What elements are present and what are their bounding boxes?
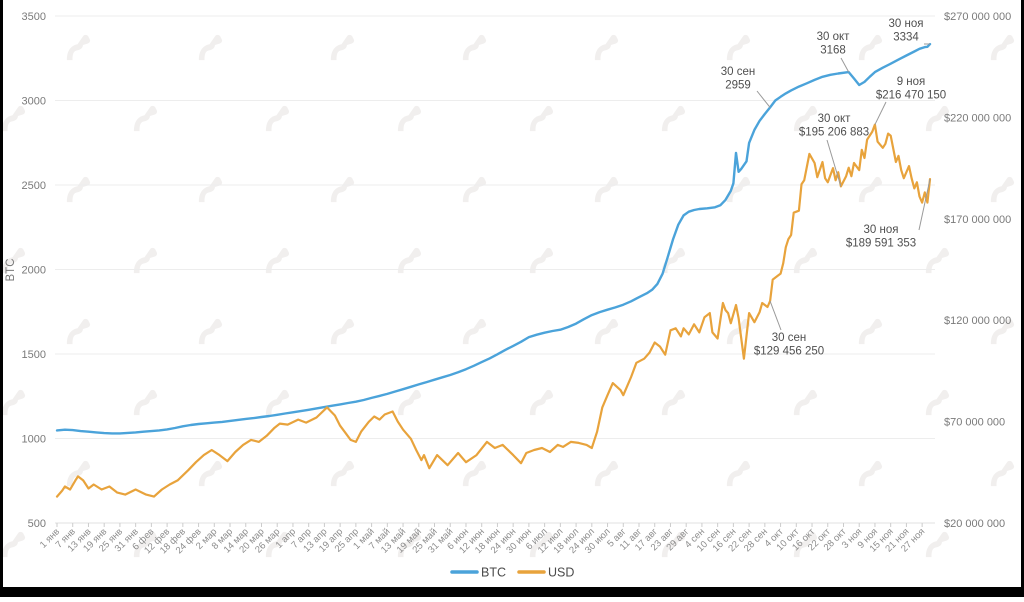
annotation-text: 30 сен [721,66,755,78]
forklog-arm-logo [727,461,750,486]
forklog-arm-logo [991,461,1014,486]
forklog-arm-logo [331,319,354,344]
annotation-text: $129 456 250 [754,346,824,358]
annotation-text: 30 ноя [889,18,924,30]
annotation-btc: 30 окт 3168 [817,31,851,72]
forklog-arm-logo [595,319,618,344]
forklog-arm-logo [463,319,486,344]
letterbox-left-bar [0,0,3,597]
forklog-arm-logo [530,390,553,415]
right-axis-tick-label: $170 000 000 [944,214,1011,226]
annotation-text: 30 окт [817,31,851,43]
forklog-arm-logo [266,390,289,415]
forklog-arm-logo [67,461,90,486]
left-axis-title: BTC [5,259,17,282]
forklog-arm-logo [859,177,882,202]
left-axis-tick-label: 500 [28,518,46,530]
forklog-arm-logo [67,177,90,202]
right-axis-tick-label: $70 000 000 [944,417,1005,429]
annotation-text: 9 ноя [897,76,926,88]
forklog-arm-logo [398,390,421,415]
annotation-leader-line [841,58,849,72]
forklog-arm-logo [595,35,618,60]
forklog-arm-logo [991,35,1014,60]
left-axis-tick-label: 3000 [22,96,46,108]
left-axis-tick-label: 2500 [22,180,46,192]
forklog-arm-logo [859,461,882,486]
annotation-text: $189 591 353 [846,238,916,250]
usd-line [57,125,930,497]
forklog-arm-logo [794,390,817,415]
forklog-arm-logo [134,390,157,415]
forklog-arm-logo [199,177,222,202]
forklog-arm-logo [266,106,289,131]
annotation-leader-line [770,301,781,330]
forklog-arm-logo [595,177,618,202]
forklog-arm-logo [331,177,354,202]
left-axis-tick-label: 1000 [22,434,46,446]
forklog-arm-logo [199,461,222,486]
right-axis-tick-label: $220 000 000 [944,112,1011,124]
forklog-arm-logo [199,319,222,344]
forklog-arm-logo [662,390,685,415]
forklog-arm-logo [595,461,618,486]
forklog-arm-logo [331,461,354,486]
legend-usd-label: USD [548,566,574,580]
annotation-btc: 30 ноя 3334 [889,18,930,44]
right-axis-tick-label: $120 000 000 [944,315,1011,327]
forklog-arm-logo [727,35,750,60]
left-axis-tick-label: 3500 [22,11,46,23]
forklog-arm-logo [67,319,90,344]
forklog-arm-logo [463,177,486,202]
legend-btc-label: BTC [481,566,506,580]
annotation-text: 2959 [725,80,751,92]
annotation-leader-line [757,91,770,107]
forklog-arm-logo [2,106,25,131]
forklog-arm-logo [859,319,882,344]
forklog-arm-logo [859,35,882,60]
forklog-arm-logo [134,106,157,131]
annotation-text: 30 окт [818,113,852,125]
forklog-arm-logo [926,390,949,415]
annotation-leader-line [875,102,886,125]
annotation-text: $216 470 150 [876,90,946,102]
annotation-btc: 30 сен 2959 [721,66,770,107]
forklog-arm-logo [662,106,685,131]
annotation-text: 30 сен [772,332,806,344]
watermark-layer [2,35,1014,557]
forklog-arm-logo [463,35,486,60]
right-axis-tick-label: $20 000 000 [944,518,1005,530]
legend: BTC USD [452,566,574,580]
forklog-arm-logo [463,461,486,486]
forklog-arm-logo [331,35,354,60]
letterbox-bottom-bar [0,587,1024,597]
left-axis-tick-label: 1500 [22,349,46,361]
forklog-arm-logo [199,35,222,60]
annotation-text: 3334 [893,32,919,44]
annotation-text: $195 206 883 [799,127,869,139]
forklog-arm-logo [398,106,421,131]
forklog-arm-logo [530,106,553,131]
annotation-text: 3168 [820,45,846,57]
left-axis-tick-label: 2000 [22,265,46,277]
annotation-leader-line [919,179,930,230]
forklog-arm-logo [67,35,90,60]
btc-line [57,44,930,433]
forklog-arm-logo [926,532,949,557]
forklog-arm-logo [2,390,25,415]
annotations-layer: 30 сен 2959 30 окт 3168 30 ноя 3334 30 окт $195… [721,18,946,358]
forklog-arm-logo [991,177,1014,202]
forklog-arm-logo [2,532,25,557]
right-axis-tick-label: $270 000 000 [944,11,1011,23]
annotation-text: 30 ноя [864,224,899,236]
annotation-usd: 30 сен $129 456 250 [754,301,824,357]
